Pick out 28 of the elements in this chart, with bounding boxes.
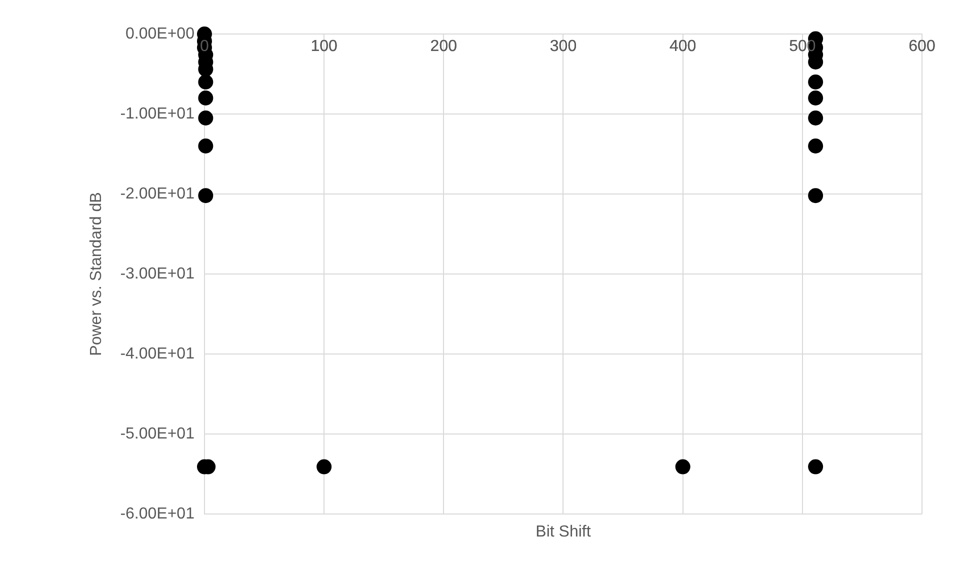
x-axis-title: Bit Shift — [536, 523, 592, 540]
y-axis-title: Power vs. Standard dB — [88, 192, 106, 356]
point — [198, 188, 214, 204]
point — [808, 90, 824, 106]
x-tick-label: 0 — [200, 38, 210, 56]
x-tick-label: 100 — [310, 38, 338, 56]
y-tick-label: -1.00E+01 — [120, 105, 195, 122]
point — [198, 90, 214, 106]
y-tick-label: -6.00E+01 — [120, 505, 195, 522]
point — [316, 459, 332, 474]
x-tick-label: 600 — [908, 38, 936, 56]
point — [675, 459, 690, 474]
point — [808, 459, 824, 474]
point — [808, 188, 824, 204]
y-tick-label: -4.00E+01 — [120, 345, 195, 362]
x-tick-label: 400 — [669, 38, 696, 56]
y-tick-label: -2.00E+01 — [120, 185, 195, 202]
x-tick-label: 200 — [430, 38, 458, 56]
x-tick-label: 300 — [550, 38, 577, 56]
point — [198, 74, 214, 90]
point — [808, 110, 824, 126]
y-tick-label: -3.00E+01 — [120, 265, 195, 282]
point — [808, 74, 824, 90]
point — [198, 138, 214, 154]
point — [198, 110, 214, 126]
y-tick-label: 0.00E+00 — [126, 25, 195, 42]
y-tick-label: -5.00E+01 — [120, 425, 195, 442]
point — [808, 138, 824, 154]
